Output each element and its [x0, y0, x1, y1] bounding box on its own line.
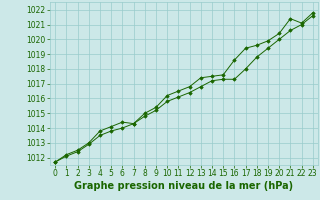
- X-axis label: Graphe pression niveau de la mer (hPa): Graphe pression niveau de la mer (hPa): [75, 181, 293, 191]
